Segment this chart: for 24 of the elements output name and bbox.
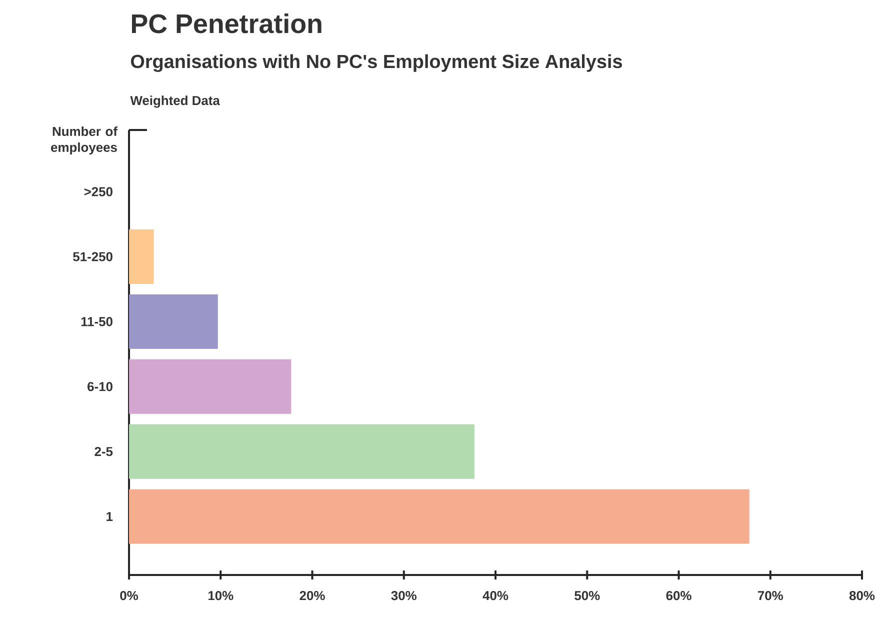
x-tick-label: 60% [666, 591, 692, 600]
x-tick-label: 40% [482, 591, 508, 600]
bar [129, 294, 218, 349]
chart-subtitle: Organisations with No PC's Employment Size Analysis [130, 54, 622, 72]
y-tick-label: >250 [84, 187, 112, 196]
x-tick-label: 20% [300, 591, 325, 600]
y-tick-label: 11-50 [81, 317, 112, 326]
bar [129, 489, 750, 544]
chart-title: PC Penetration [132, 13, 322, 34]
y-tick-label: 1 [106, 512, 113, 521]
x-tick-label: 80% [849, 591, 875, 600]
x-tick-label: 70% [758, 591, 783, 600]
y-tick-label: 6-10 [88, 382, 112, 392]
x-tick-label: 10% [208, 591, 234, 600]
bar [129, 229, 154, 284]
x-tick-label: 30% [391, 591, 416, 600]
bar [129, 359, 292, 414]
text: Weighted Data [130, 96, 220, 108]
x-tick-label: 50% [574, 591, 600, 600]
bar [129, 424, 474, 479]
x-tick-label: 0% [120, 591, 138, 600]
y-tick-label: 2-5 [94, 446, 113, 456]
y-tick-label: 51-250 [73, 252, 112, 262]
y-axis-title: Number of employees [51, 126, 118, 155]
